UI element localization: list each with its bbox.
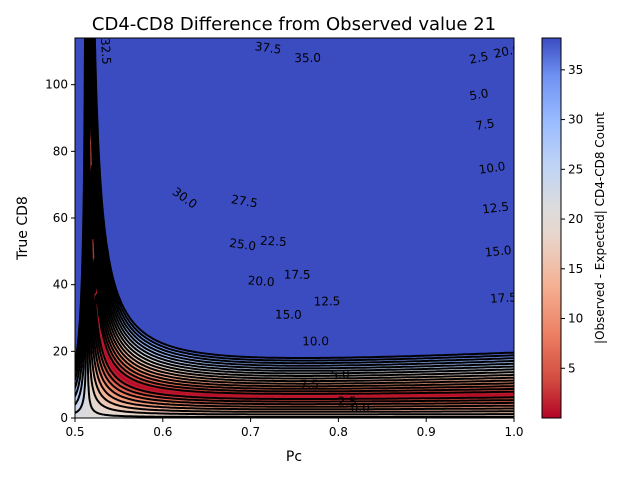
contour-label: 5.0 bbox=[468, 86, 489, 103]
colorbar-gradient bbox=[542, 38, 561, 418]
contour-labels: 37.535.032.530.0 27.525.0 22.520.0 17.515.0… bbox=[98, 38, 521, 415]
contour-label: 10.0 bbox=[302, 334, 329, 348]
contour-label: 0.0 bbox=[351, 401, 370, 415]
colorbar-tick-label: 35 bbox=[568, 63, 583, 77]
contour-label: 7.5 bbox=[474, 116, 495, 133]
contour-label: 35.0 bbox=[294, 51, 321, 65]
contour-label: 32.5 bbox=[98, 38, 114, 66]
colorbar-frame bbox=[541, 37, 562, 419]
x-tick-label: 0.6 bbox=[153, 425, 172, 439]
contour-label: 25.0 bbox=[228, 236, 256, 254]
contour-lines bbox=[75, 38, 514, 418]
x-tick-label: 0.5 bbox=[65, 425, 84, 439]
x-tick-label: 0.9 bbox=[417, 425, 436, 439]
y-axis: 0 20 40 60 80 100 bbox=[45, 78, 75, 425]
y-tick-label: 40 bbox=[53, 278, 68, 292]
colorbar-tick-label: 30 bbox=[568, 113, 583, 127]
contour-label: 15.0 bbox=[275, 307, 302, 321]
contour-label: 17.5 bbox=[490, 290, 518, 306]
colorbar-label: |Observed - Expected| CD4-CD8 Count bbox=[593, 112, 607, 344]
y-tick-label: 0 bbox=[60, 411, 68, 425]
x-tick-label: 1.0 bbox=[504, 425, 523, 439]
chart-title: CD4-CD8 Difference from Observed value 2… bbox=[92, 14, 496, 35]
colorbar-tick-label: 25 bbox=[568, 162, 583, 176]
y-axis-label: True CD8 bbox=[15, 196, 31, 261]
contour-label: 27.5 bbox=[230, 192, 259, 210]
colorbar: 5 10 15 20 25 30 35 |Observed - Expected| CD4-… bbox=[541, 37, 607, 419]
x-axis: 0.5 0.6 0.7 0.8 0.9 1.0 bbox=[65, 418, 524, 439]
contour-label: 2.5 bbox=[338, 394, 357, 408]
contour-label: 20.0 bbox=[492, 42, 521, 61]
y-tick-label: 80 bbox=[53, 144, 68, 158]
colorbar-tick-label: 10 bbox=[568, 312, 583, 326]
colorbar-tick-label: 5 bbox=[568, 361, 576, 375]
y-tick-label: 100 bbox=[45, 78, 68, 92]
contour-label: 5.0 bbox=[331, 368, 350, 382]
contour-label: 17.5 bbox=[284, 268, 311, 282]
contour-label: 20.0 bbox=[247, 273, 275, 289]
contour-label: 22.5 bbox=[260, 234, 287, 249]
colorbar-ticks: 5 10 15 20 25 30 35 bbox=[561, 63, 583, 375]
y-tick-label: 20 bbox=[53, 344, 68, 358]
colorbar-tick-label: 15 bbox=[568, 262, 583, 276]
contour-label: 12.5 bbox=[481, 199, 509, 216]
contour-label: 15.0 bbox=[484, 243, 512, 259]
x-tick-label: 0.8 bbox=[329, 425, 348, 439]
colorbar-tick-label: 20 bbox=[568, 212, 583, 226]
contour-label: 7.5 bbox=[300, 378, 319, 392]
x-axis-label: Pc bbox=[286, 449, 302, 465]
contour-label: 2.5 bbox=[468, 49, 489, 66]
x-tick-label: 0.7 bbox=[241, 425, 260, 439]
contour-label: 37.5 bbox=[254, 39, 282, 57]
plot-frame bbox=[74, 37, 515, 419]
contour-label: 12.5 bbox=[313, 294, 340, 309]
contour-label: 10.0 bbox=[478, 159, 506, 177]
y-tick-label: 60 bbox=[53, 211, 68, 225]
